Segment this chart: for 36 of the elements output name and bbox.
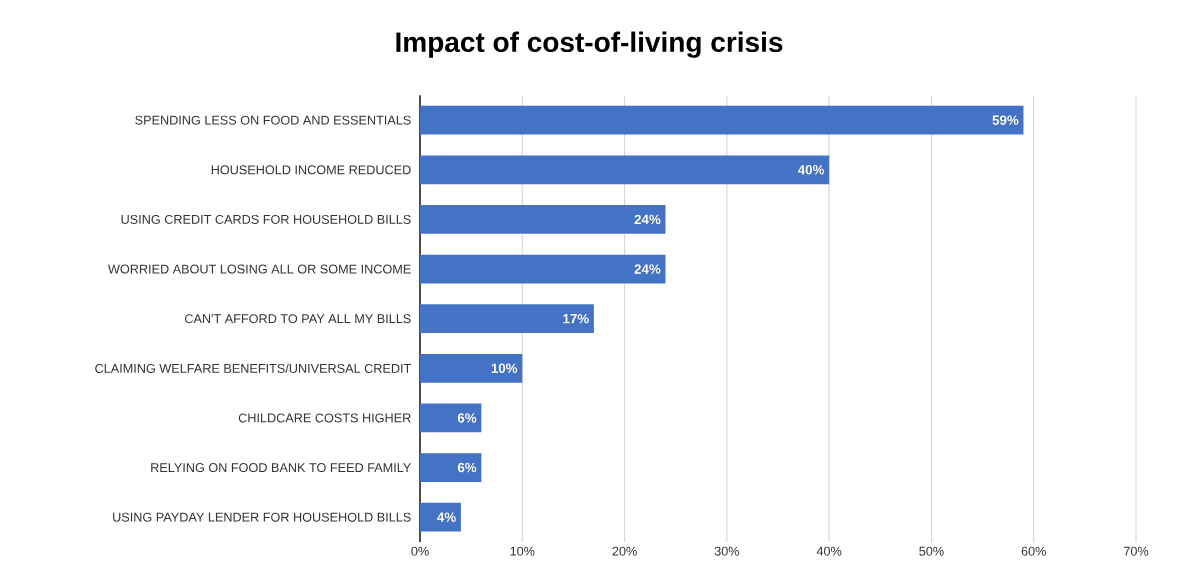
y-tick-label: WORRIED ABOUT LOSING ALL OR SOME INCOME	[108, 264, 411, 274]
bar	[420, 105, 1024, 135]
bar	[420, 304, 594, 334]
data-label: 59%	[992, 115, 1019, 125]
data-label: 6%	[457, 413, 477, 423]
data-label: 6%	[457, 462, 477, 473]
x-tick-label: 20%	[612, 546, 637, 556]
x-tick-label: 70%	[1123, 546, 1149, 556]
x-tick-label: 0%	[411, 546, 429, 556]
data-label: 17%	[563, 313, 589, 324]
chart-title: Impact of cost-of-living crisis	[396, 31, 783, 58]
y-tick-label: RELYING ON FOOD BANK TO FEED FAMILY	[151, 463, 412, 473]
y-tick-label: USING CREDIT CARDS FOR HOUSEHOLD BILLS	[121, 214, 411, 224]
x-tick-label: 30%	[714, 546, 740, 556]
data-label: 24%	[634, 264, 661, 274]
x-tick-label: 10%	[510, 546, 535, 556]
bar	[420, 254, 666, 284]
x-tick-label: 60%	[1021, 546, 1046, 556]
x-tick-label: 50%	[919, 546, 944, 556]
bar	[420, 353, 523, 383]
bar	[420, 205, 666, 234]
y-tick-label: CLAIMING WELFARE BENEFITS/UNIVERSAL CREDIT	[95, 363, 411, 373]
y-tick-label: HOUSEHOLD INCOME REDUCED	[211, 165, 411, 175]
bar	[420, 403, 482, 433]
y-tick-label: CHILDCARE COSTS HIGHER	[238, 413, 411, 423]
y-tick-label: SPENDING LESS ON FOOD AND ESSENTIALS	[135, 115, 411, 125]
x-tick-label: 40%	[816, 546, 842, 556]
data-label: 40%	[797, 165, 825, 175]
data-label: 4%	[437, 512, 456, 522]
y-tick-label: CAN'T AFFORD TO PAY ALL MY BILLS	[184, 314, 411, 324]
data-label: 10%	[491, 363, 518, 374]
bar	[420, 502, 461, 532]
data-label: 24%	[634, 214, 661, 225]
bar	[420, 155, 830, 185]
y-tick-label: USING PAYDAY LENDER FOR HOUSEHOLD BILLS	[113, 512, 411, 522]
bar	[420, 453, 482, 482]
